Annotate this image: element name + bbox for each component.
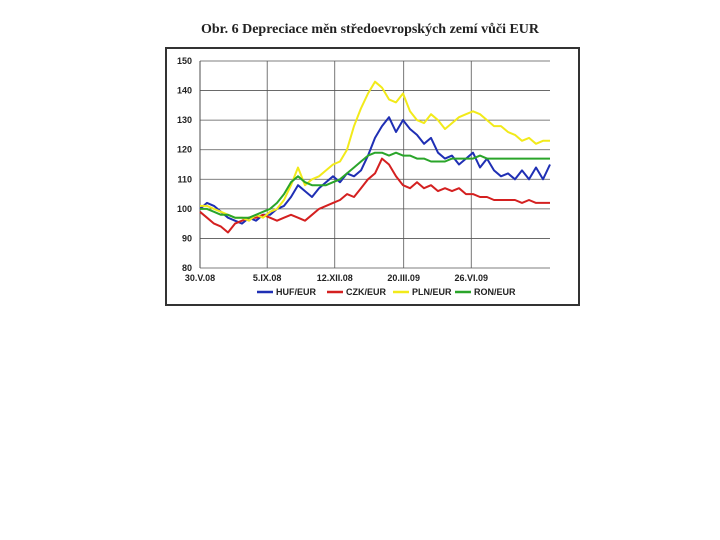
y-tick-label: 90 [182,233,192,243]
x-tick-label: 30.V.08 [185,273,215,283]
legend-label: CZK/EUR [346,287,386,297]
legend: HUF/EUR CZK/EUR PLN/EUR RON/EUR [257,287,516,297]
y-tick-label: 80 [182,263,192,273]
line-chart: 80 90 100 110 120 130 140 150 30.V.08 5.IX.08 12.… [177,56,551,297]
x-axis-ticks: 30.V.08 5.IX.08 12.XII.08 20.III.09 26.VI.09 [185,273,488,283]
legend-label: RON/EUR [474,287,516,297]
y-axis-ticks: 80 90 100 110 120 130 140 150 [177,56,192,273]
x-tick-label: 5.IX.08 [253,273,282,283]
series-layer [199,80,551,234]
y-tick-label: 130 [177,115,192,125]
series-line-czk-eur [199,157,550,234]
y-tick-label: 110 [177,174,192,184]
chart-title: Obr. 6 Depreciace měn středoevropských z… [200,22,540,37]
series-line-huf-eur [199,116,551,225]
y-tick-label: 100 [177,204,192,214]
grid-layer [199,60,550,269]
y-tick-label: 150 [177,56,192,66]
x-tick-label: 12.XII.08 [317,273,353,283]
legend-label: HUF/EUR [276,287,316,297]
y-tick-label: 140 [177,86,192,96]
legend-label: PLN/EUR [412,287,452,297]
y-tick-label: 120 [177,145,192,155]
series-line-ron-eur [200,151,550,219]
x-tick-label: 20.III.09 [387,273,420,283]
x-tick-label: 26.VI.09 [454,273,488,283]
series-line-pln-eur [200,80,550,222]
